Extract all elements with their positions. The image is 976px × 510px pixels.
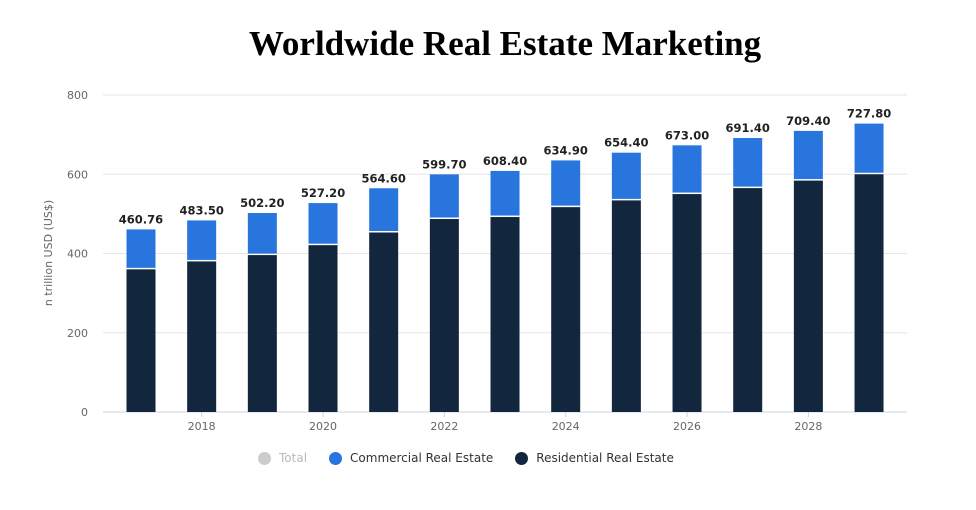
bar-commercial-2029	[854, 123, 884, 173]
x-tick-label-2022: 2022	[430, 420, 458, 433]
bar-residential-2024	[551, 207, 581, 412]
bar-commercial-2021	[369, 188, 399, 231]
y-tick-label: 400	[67, 248, 88, 261]
y-tick-label: 600	[67, 168, 88, 181]
legend: Total Commercial Real Estate Residential…	[258, 451, 674, 465]
y-tick-label: 800	[67, 89, 88, 102]
y-tick-label: 200	[67, 327, 88, 340]
bar-residential-2020	[308, 245, 338, 412]
bar-commercial-2025	[611, 152, 641, 199]
bar-residential-2023	[490, 217, 520, 412]
bar-residential-2017	[126, 269, 156, 412]
bar-residential-2026	[672, 194, 702, 412]
bar-residential-2025	[611, 200, 641, 412]
bar-commercial-2019	[247, 213, 277, 254]
data-label-2017: 460.76	[119, 212, 163, 226]
data-label-2020: 527.20	[301, 186, 345, 200]
legend-label-total: Total	[279, 451, 308, 465]
chart-title: Worldwide Real Estate Marketing	[248, 24, 762, 63]
bar-residential-2027	[733, 188, 763, 412]
legend-dot-residential	[515, 451, 529, 465]
bar-commercial-2028	[793, 130, 823, 180]
data-label-2029: 727.80	[847, 107, 891, 121]
legend-item-residential[interactable]: Residential Real Estate	[515, 451, 674, 465]
bar-residential-2021	[369, 232, 399, 412]
x-tick-label-2018: 2018	[188, 420, 216, 433]
data-label-2027: 691.40	[726, 121, 770, 135]
data-label-2028: 709.40	[786, 114, 830, 128]
bar-commercial-2026	[672, 145, 702, 193]
legend-dot-total	[258, 451, 271, 465]
data-label-2026: 673.00	[665, 128, 709, 142]
data-label-2023: 608.40	[483, 154, 527, 168]
bar-residential-2019	[247, 255, 277, 412]
bar-residential-2029	[854, 174, 884, 412]
data-label-2022: 599.70	[422, 157, 466, 171]
bar-commercial-2027	[733, 138, 763, 187]
data-label-2025: 654.40	[604, 136, 648, 150]
bar-residential-2018	[187, 261, 217, 412]
legend-item-total[interactable]: Total	[258, 451, 307, 465]
x-tick-label-2024: 2024	[552, 420, 580, 433]
legend-dot-commercial	[329, 451, 343, 465]
data-label-2018: 483.50	[179, 203, 223, 217]
bar-commercial-2023	[490, 170, 520, 216]
bar-residential-2022	[429, 219, 459, 412]
bar-commercial-2020	[308, 203, 338, 244]
bar-commercial-2024	[551, 160, 581, 206]
legend-label-commercial: Commercial Real Estate	[350, 451, 494, 465]
bar-residential-2028	[793, 180, 823, 412]
legend-item-commercial[interactable]: Commercial Real Estate	[329, 451, 493, 465]
bar-commercial-2018	[187, 220, 217, 260]
y-tick-label: 0	[81, 406, 88, 419]
data-label-2024: 634.90	[543, 143, 587, 157]
y-axis-label: n trillion USD (US$)	[42, 200, 55, 306]
legend-label-residential: Residential Real Estate	[536, 451, 674, 465]
x-tick-label-2028: 2028	[794, 420, 822, 433]
x-tick-label-2026: 2026	[673, 420, 701, 433]
bar-commercial-2017	[126, 229, 156, 268]
data-label-2021: 564.60	[361, 171, 405, 185]
data-label-2019: 502.20	[240, 196, 284, 210]
bar-commercial-2022	[429, 174, 459, 218]
x-tick-label-2020: 2020	[309, 420, 337, 433]
